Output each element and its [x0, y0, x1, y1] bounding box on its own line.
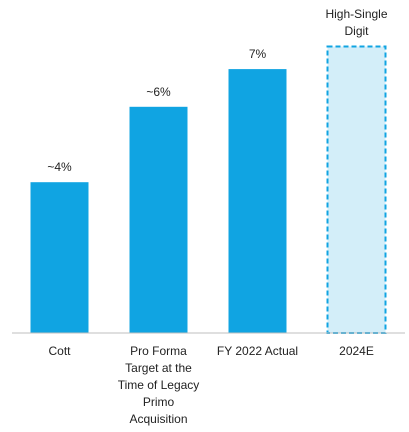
bar: [30, 182, 89, 333]
value-label: ~6%: [146, 84, 171, 99]
bar: [129, 106, 188, 333]
value-label: ~4%: [47, 160, 72, 175]
value-label: High-Single Digit: [325, 7, 388, 39]
x-tick-label: Pro Forma Target at the Time of Legacy P…: [117, 344, 200, 426]
bar: [326, 45, 387, 334]
x-tick-label: FY 2022 Actual: [216, 344, 299, 358]
value-label: 7%: [248, 47, 267, 62]
x-tick-label: Cott: [48, 344, 71, 358]
x-tick-label: 2024E: [339, 344, 374, 358]
bar: [228, 69, 287, 333]
